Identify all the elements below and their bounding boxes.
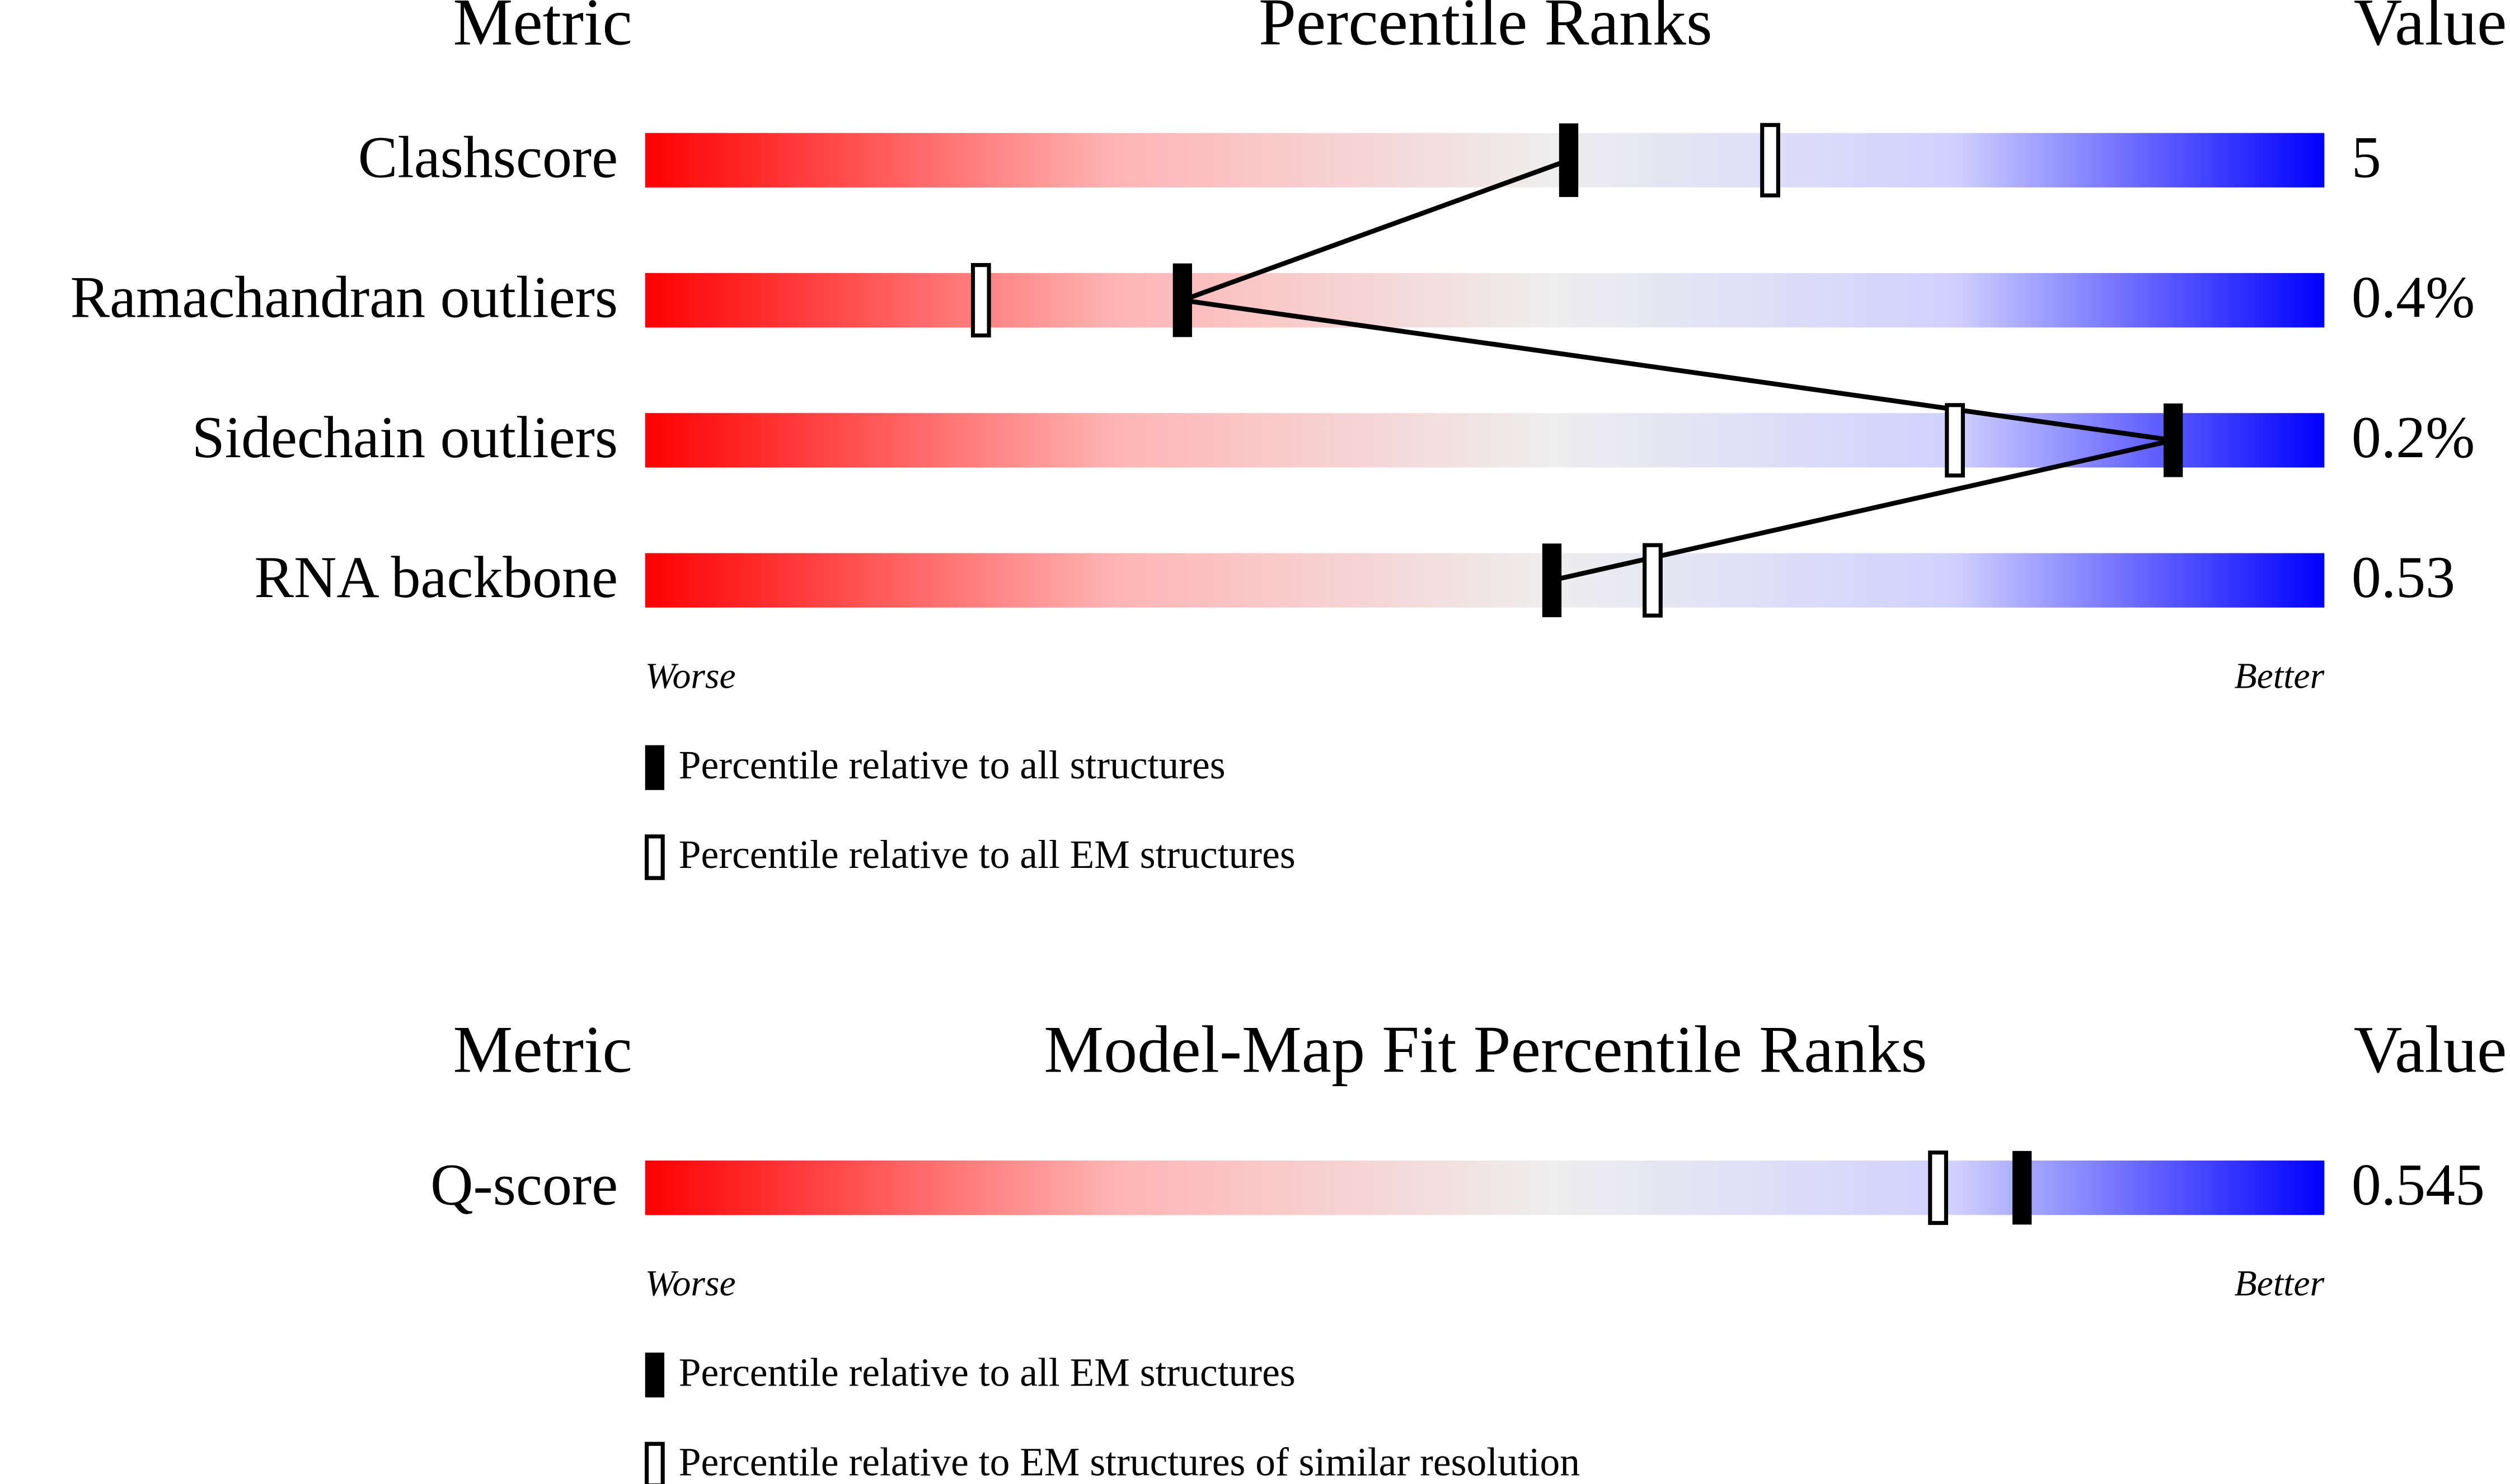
marker-filled <box>1172 263 1193 337</box>
better-label: Better <box>2234 1263 2324 1304</box>
marker-open <box>1643 543 1663 618</box>
chart-title: Model-Map Fit Percentile Ranks <box>1044 1012 1927 1087</box>
value-label: 0.53 <box>2352 544 2455 610</box>
metric-label: Clashscore <box>358 124 618 190</box>
value-label: 0.545 <box>2352 1152 2485 1218</box>
legend-swatch <box>644 1441 665 1484</box>
marker-open <box>1928 1150 1948 1225</box>
legend-swatch <box>645 745 665 790</box>
value-label: 0.2% <box>2352 405 2475 470</box>
percentile-bar <box>645 553 2325 608</box>
metric-label: RNA backbone <box>255 544 618 610</box>
percentile-bar <box>645 133 2325 187</box>
percentile-bar <box>645 413 2325 468</box>
legend-label: Percentile relative to all EM structures <box>679 1351 1296 1395</box>
marker-filled <box>1559 123 1579 198</box>
legend-label: Percentile relative to all structures <box>679 743 1226 787</box>
legend-swatch <box>644 834 665 880</box>
worse-label: Worse <box>645 1263 736 1304</box>
value-label: 5 <box>2352 124 2381 190</box>
legend-swatch <box>645 1352 665 1398</box>
marker-filled <box>2163 403 2183 477</box>
worse-label: Worse <box>645 656 736 697</box>
marker-open <box>970 263 991 338</box>
metric-label: Q-score <box>430 1152 618 1218</box>
marker-open <box>1945 403 1965 478</box>
percentile-bar <box>645 273 2325 328</box>
value-label: 0.4% <box>2352 265 2475 330</box>
better-label: Better <box>2234 656 2324 697</box>
marker-filled <box>1542 543 1562 617</box>
chart-title: Percentile Ranks <box>1259 0 1713 59</box>
value-header: Value <box>2354 1012 2507 1087</box>
marker-open <box>1760 123 1780 198</box>
legend-label: Percentile relative to all EM structures <box>679 833 1296 877</box>
value-header: Value <box>2354 0 2507 59</box>
metric-header: Metric <box>453 0 632 59</box>
legend-label: Percentile relative to EM structures of … <box>679 1440 1580 1484</box>
connector-line <box>1181 158 2174 583</box>
metric-header: Metric <box>453 1012 632 1087</box>
marker-filled <box>2012 1150 2032 1225</box>
metric-label: Sidechain outliers <box>192 405 618 470</box>
metric-label: Ramachandran outliers <box>71 265 618 330</box>
percentile-bar <box>645 1160 2325 1215</box>
